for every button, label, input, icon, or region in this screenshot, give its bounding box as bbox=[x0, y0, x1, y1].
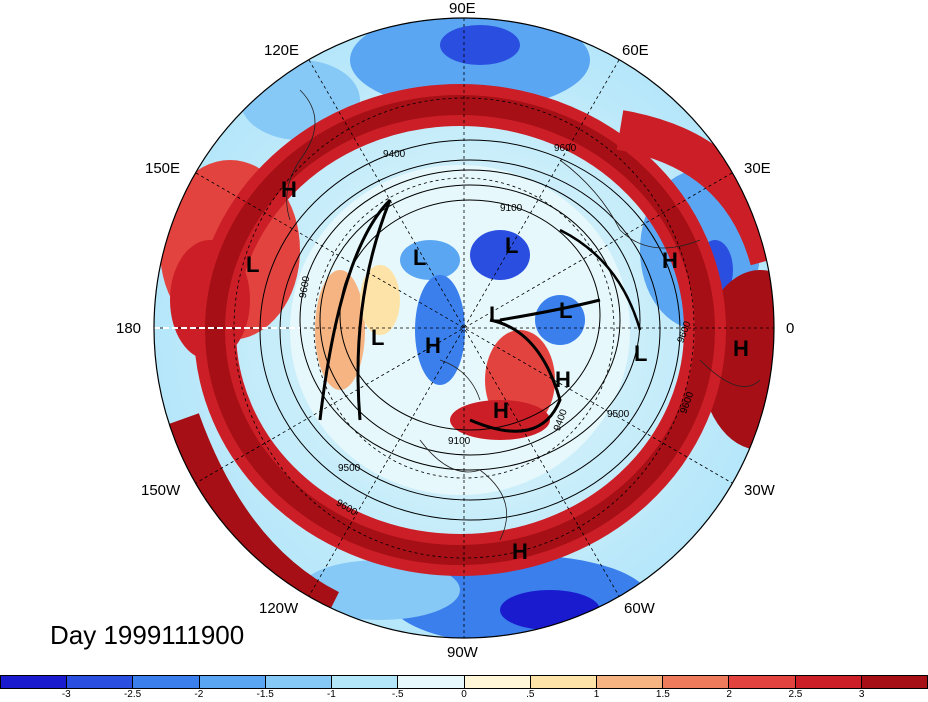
lon-label-30w: 30W bbox=[744, 482, 775, 499]
colorbar-segment bbox=[795, 676, 862, 688]
marker-h: H bbox=[281, 177, 297, 202]
lon-label-90w: 90W bbox=[447, 644, 478, 661]
map-boundary bbox=[153, 17, 775, 639]
colorbar-tick-label: -2 bbox=[194, 689, 204, 700]
colorbar-segment bbox=[133, 676, 200, 688]
colorbar-tick-label: -2.5 bbox=[123, 689, 142, 700]
colorbar-tick-label: -.5 bbox=[391, 689, 404, 700]
colorbar-segment bbox=[265, 676, 333, 688]
colorbar-segment bbox=[530, 676, 597, 688]
colorbar-segment bbox=[1, 676, 68, 688]
colorbar-segment bbox=[332, 676, 399, 688]
lon-label-180: 180 bbox=[116, 320, 142, 337]
colorbar-segment bbox=[398, 676, 465, 688]
marker-l: H bbox=[493, 398, 509, 423]
lon-label-60w: 60W bbox=[624, 600, 655, 617]
lon-label-90e: 90E bbox=[449, 0, 476, 17]
pressure-markers: H L L H L L H L H L H L H H bbox=[246, 177, 749, 564]
anomaly-field bbox=[154, 18, 774, 638]
lon-label-120w: 120W bbox=[259, 600, 299, 617]
colorbar-segment bbox=[199, 676, 266, 688]
colorbar-tick-label: -1 bbox=[326, 689, 336, 700]
marker-l: L bbox=[246, 252, 259, 277]
marker-l: L bbox=[489, 302, 502, 327]
colorbar-segment bbox=[67, 676, 134, 688]
graticule bbox=[154, 18, 774, 638]
colorbar-segment bbox=[596, 676, 664, 688]
lon-label-120e: 120E bbox=[264, 42, 300, 59]
marker-h: H bbox=[512, 539, 528, 564]
contour-label: 9600 bbox=[298, 275, 313, 299]
colorbar-tick-label: 2 bbox=[726, 689, 732, 700]
colorbar-tick-label: -1.5 bbox=[256, 689, 274, 700]
lon-label-150w: 150W bbox=[141, 482, 181, 499]
marker-l: L bbox=[634, 341, 647, 366]
marker-h: H bbox=[733, 336, 749, 361]
colorbar-segment bbox=[663, 676, 730, 688]
marker-l: L bbox=[559, 298, 572, 323]
contour-label: 9600 bbox=[554, 143, 577, 154]
contour-label: 9100 bbox=[448, 436, 471, 447]
contour-label: 9500 bbox=[338, 463, 361, 474]
lon-label-60e: 60E bbox=[622, 42, 649, 59]
contour-label: 9100 bbox=[500, 203, 523, 214]
day-title: Day 1999111900 bbox=[50, 620, 245, 650]
marker-l: L bbox=[505, 233, 518, 258]
contour-label: 9400 bbox=[383, 149, 406, 160]
colorbar-tick-label: -3 bbox=[61, 689, 71, 700]
colorbar-segment bbox=[861, 676, 928, 688]
lon-label-0: 0 bbox=[786, 320, 795, 337]
coastlines bbox=[286, 89, 761, 541]
lon-label-30e: 30E bbox=[744, 160, 771, 177]
contour-label: 9500 bbox=[607, 409, 630, 420]
colorbar bbox=[0, 675, 928, 689]
colorbar-tick-label: 1.5 bbox=[655, 689, 670, 700]
colorbar-tick-label: .5 bbox=[526, 689, 535, 700]
colorbar-segment bbox=[729, 676, 796, 688]
height-contours bbox=[259, 139, 681, 521]
colorbar-ticks: -3 -2.5 -2 -1.5 -1 -.5 0 .5 1 1.5 2 2.5 3 bbox=[0, 689, 928, 702]
marker-h: H bbox=[662, 248, 678, 273]
marker-h: H bbox=[555, 367, 571, 392]
marker-l: L bbox=[413, 245, 426, 270]
lon-label-150e: 150E bbox=[145, 160, 181, 177]
colorbar-tick-label: 0 bbox=[461, 689, 467, 700]
colorbar-segment bbox=[464, 676, 531, 688]
colorbar-tick-label: 3 bbox=[858, 689, 865, 700]
marker-l: L bbox=[371, 325, 384, 350]
marker-h: H bbox=[425, 333, 441, 358]
polar-map: H L L H L L H L H L H L H H 9600 9400 91… bbox=[153, 17, 775, 639]
colorbar-tick-label: 1 bbox=[593, 689, 600, 700]
colorbar-tick-label: 2.5 bbox=[788, 689, 803, 700]
